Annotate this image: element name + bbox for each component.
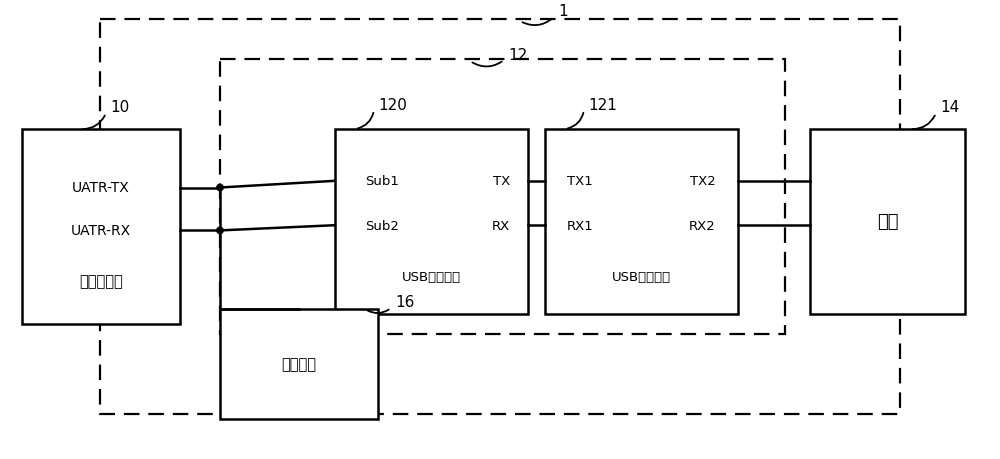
- Text: UATR-RX: UATR-RX: [71, 224, 131, 238]
- Bar: [545, 130, 738, 314]
- Text: 121: 121: [588, 97, 617, 112]
- Text: USB线缆单元: USB线缆单元: [612, 271, 671, 284]
- Text: 中央处理器: 中央处理器: [79, 274, 123, 289]
- Text: 10: 10: [110, 100, 129, 115]
- Bar: [810, 130, 965, 314]
- Text: 16: 16: [395, 295, 414, 310]
- Text: 12: 12: [508, 47, 527, 62]
- Text: USB插座单元: USB插座单元: [402, 271, 461, 284]
- Text: TX: TX: [493, 175, 510, 188]
- Text: 120: 120: [378, 97, 407, 112]
- Bar: [335, 130, 528, 314]
- Text: UATR-TX: UATR-TX: [72, 181, 130, 195]
- Text: RX: RX: [492, 219, 510, 232]
- Text: 保护单元: 保护单元: [282, 357, 317, 372]
- Text: Sub2: Sub2: [365, 219, 399, 232]
- Text: 主机: 主机: [877, 213, 898, 231]
- Circle shape: [217, 228, 223, 234]
- Text: 1: 1: [558, 5, 568, 19]
- Text: TX2: TX2: [690, 175, 716, 188]
- Bar: [220, 309, 378, 419]
- Bar: [100, 20, 900, 414]
- Circle shape: [217, 185, 223, 191]
- Text: 14: 14: [940, 100, 959, 115]
- Text: Sub1: Sub1: [365, 175, 399, 188]
- Bar: [22, 130, 180, 325]
- Text: RX2: RX2: [689, 219, 716, 232]
- Bar: [220, 60, 785, 334]
- Text: RX1: RX1: [567, 219, 594, 232]
- Text: TX1: TX1: [567, 175, 593, 188]
